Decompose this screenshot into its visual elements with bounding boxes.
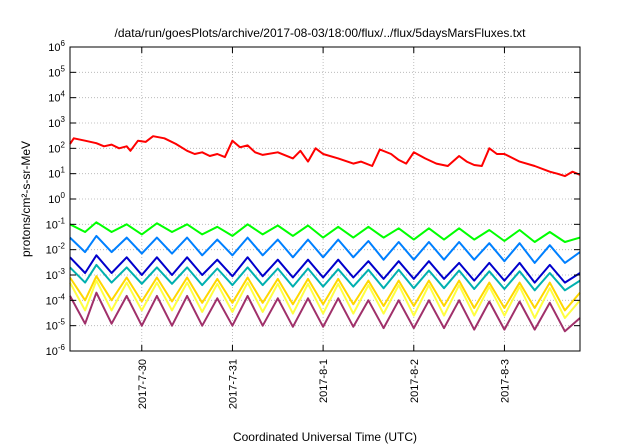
- x-axis-label: Coordinated Universal Time (UTC): [233, 430, 417, 444]
- series-line-3: [69, 234, 581, 264]
- y-tick-label: 10-6: [46, 343, 66, 358]
- ticks: [70, 46, 580, 352]
- series-line-6: [69, 275, 581, 312]
- x-tick-label: 2017-7-31: [227, 359, 239, 409]
- y-axis-label: protons/cm²-s-sr-MeV: [19, 141, 33, 257]
- x-tick-label: 2017-7-30: [137, 359, 149, 409]
- y-tick-label: 10-3: [46, 267, 66, 282]
- y-tick-label: 10-4: [46, 292, 66, 307]
- series-line-7: [69, 279, 581, 319]
- series-line-8: [69, 291, 581, 333]
- y-tick-label: 100: [48, 191, 65, 206]
- y-tick-label: 106: [48, 39, 65, 54]
- y-tick-label: 103: [48, 115, 65, 130]
- y-tick-label: 10-2: [46, 242, 66, 257]
- y-tick-label: 105: [48, 64, 65, 79]
- x-tick-label: 2017-8-3: [499, 359, 511, 403]
- series-line-2: [69, 221, 581, 243]
- x-tick-labels: 2017-7-30 2017-7-31 2017-8-1 2017-8-2 2017-8…: [137, 359, 512, 409]
- y-tick-label: 10-1: [46, 216, 66, 231]
- series-line-4: [69, 254, 581, 284]
- x-tick-label: 2017-8-2: [409, 359, 421, 403]
- x-tick-label: 2017-8-1: [318, 359, 330, 403]
- series-layer: [69, 135, 581, 333]
- y-tick-labels: 10-6 10-5 10-4 10-3 10-2 10-1 100 101 102 103 104 1…: [46, 39, 66, 358]
- series-line-1: [69, 135, 581, 178]
- series-line-5: [69, 263, 581, 292]
- y-tick-label: 102: [48, 140, 65, 155]
- y-tick-label: 101: [48, 166, 65, 181]
- y-tick-label: 10-5: [46, 318, 66, 333]
- chart-title: /data/run/goesPlots/archive/2017-08-03/1…: [115, 26, 527, 40]
- y-tick-label: 104: [48, 90, 65, 105]
